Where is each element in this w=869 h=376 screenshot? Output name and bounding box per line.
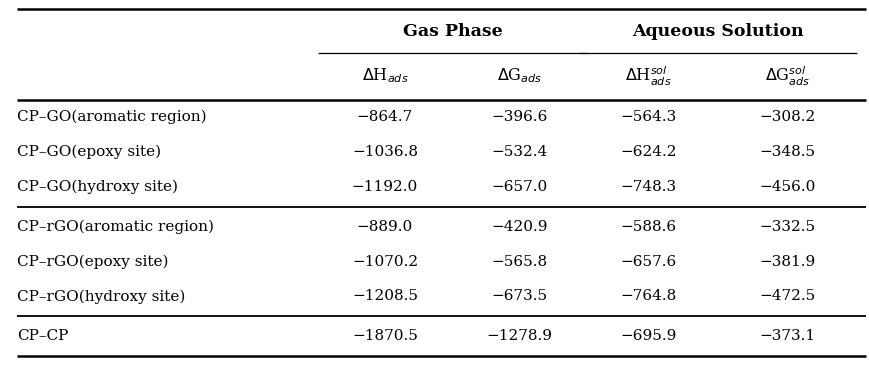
Text: −565.8: −565.8 bbox=[491, 255, 547, 268]
Text: $\Delta$G$^{sol}_{ads}$: $\Delta$G$^{sol}_{ads}$ bbox=[764, 65, 809, 88]
Text: −381.9: −381.9 bbox=[759, 255, 814, 268]
Text: −1278.9: −1278.9 bbox=[487, 329, 552, 343]
Text: −420.9: −420.9 bbox=[491, 220, 547, 233]
Text: −1070.2: −1070.2 bbox=[351, 255, 418, 268]
Text: −472.5: −472.5 bbox=[759, 290, 814, 303]
Text: −308.2: −308.2 bbox=[759, 110, 814, 124]
Text: $\Delta$G$_{ads}$: $\Delta$G$_{ads}$ bbox=[496, 67, 542, 85]
Text: Aqueous Solution: Aqueous Solution bbox=[631, 23, 803, 39]
Text: −1870.5: −1870.5 bbox=[352, 329, 417, 343]
Text: −532.4: −532.4 bbox=[491, 145, 547, 159]
Text: −456.0: −456.0 bbox=[759, 180, 814, 194]
Text: −673.5: −673.5 bbox=[491, 290, 547, 303]
Text: −1036.8: −1036.8 bbox=[352, 145, 417, 159]
Text: CP–CP: CP–CP bbox=[17, 329, 69, 343]
Text: −564.3: −564.3 bbox=[620, 110, 675, 124]
Text: Gas Phase: Gas Phase bbox=[402, 23, 501, 39]
Text: CP–GO(hydroxy site): CP–GO(hydroxy site) bbox=[17, 180, 178, 194]
Text: −373.1: −373.1 bbox=[759, 329, 814, 343]
Text: −396.6: −396.6 bbox=[491, 110, 547, 124]
Text: CP–rGO(epoxy site): CP–rGO(epoxy site) bbox=[17, 254, 169, 269]
Text: −348.5: −348.5 bbox=[759, 145, 814, 159]
Text: CP–GO(aromatic region): CP–GO(aromatic region) bbox=[17, 110, 207, 124]
Text: −332.5: −332.5 bbox=[759, 220, 814, 233]
Text: −624.2: −624.2 bbox=[620, 145, 675, 159]
Text: −889.0: −889.0 bbox=[356, 220, 413, 233]
Text: −588.6: −588.6 bbox=[620, 220, 675, 233]
Text: $\Delta$H$^{sol}_{ads}$: $\Delta$H$^{sol}_{ads}$ bbox=[624, 65, 671, 88]
Text: −864.7: −864.7 bbox=[356, 110, 413, 124]
Text: CP–rGO(aromatic region): CP–rGO(aromatic region) bbox=[17, 219, 214, 234]
Text: −695.9: −695.9 bbox=[620, 329, 675, 343]
Text: $\Delta$H$_{ads}$: $\Delta$H$_{ads}$ bbox=[362, 67, 408, 85]
Text: −657.0: −657.0 bbox=[491, 180, 547, 194]
Text: CP–rGO(hydroxy site): CP–rGO(hydroxy site) bbox=[17, 289, 186, 304]
Text: −764.8: −764.8 bbox=[620, 290, 675, 303]
Text: −748.3: −748.3 bbox=[620, 180, 675, 194]
Text: −657.6: −657.6 bbox=[620, 255, 675, 268]
Text: CP–GO(epoxy site): CP–GO(epoxy site) bbox=[17, 145, 162, 159]
Text: −1208.5: −1208.5 bbox=[352, 290, 417, 303]
Text: −1192.0: −1192.0 bbox=[351, 180, 418, 194]
